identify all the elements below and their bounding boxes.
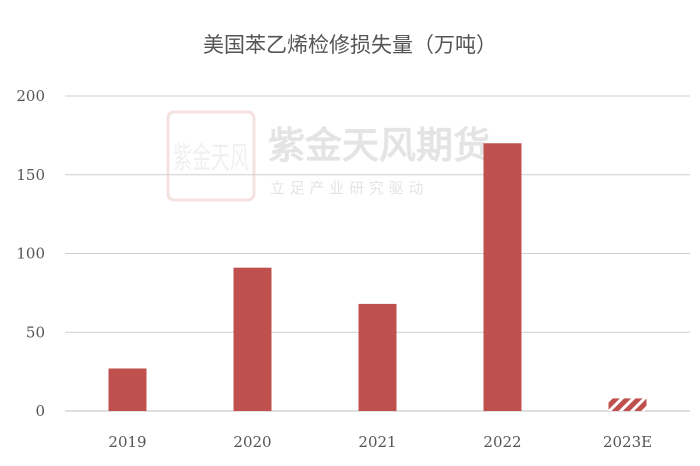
bar-2020 — [233, 267, 272, 411]
bar-2019 — [108, 368, 147, 411]
x-tick-label: 2020 — [233, 433, 271, 451]
bars — [108, 143, 647, 411]
y-axis-ticks: 0 50 100 150 200 — [16, 87, 45, 420]
watermark: 紫金天风 紫金天风期货 立 足 产 业 研 究 驱 动 — [166, 110, 490, 202]
y-tick-label: 0 — [35, 402, 45, 420]
x-tick-label: 2022 — [483, 433, 521, 451]
watermark-logo-text: 紫金天风 — [173, 141, 249, 176]
watermark-logo: 紫金天风 — [166, 110, 256, 202]
y-tick-label: 100 — [16, 245, 45, 263]
x-tick-label: 2021 — [358, 433, 396, 451]
chart-title: 美国苯乙烯检修损失量（万吨） — [203, 33, 497, 57]
bar-2022 — [483, 143, 522, 411]
bar-2023E — [608, 398, 647, 411]
x-axis-ticks: 2019 2020 2021 2022 2023E — [108, 433, 652, 451]
watermark-slogan: 立 足 产 业 研 究 驱 动 — [270, 179, 423, 197]
x-tick-label: 2023E — [603, 433, 652, 451]
x-tick-label: 2019 — [108, 433, 146, 451]
y-tick-label: 50 — [26, 323, 45, 341]
y-tick-label: 200 — [16, 87, 45, 105]
gridlines — [65, 95, 690, 412]
bar-2021 — [358, 303, 397, 411]
y-tick-label: 150 — [16, 166, 45, 184]
watermark-brand: 紫金天风期货 — [268, 124, 490, 167]
